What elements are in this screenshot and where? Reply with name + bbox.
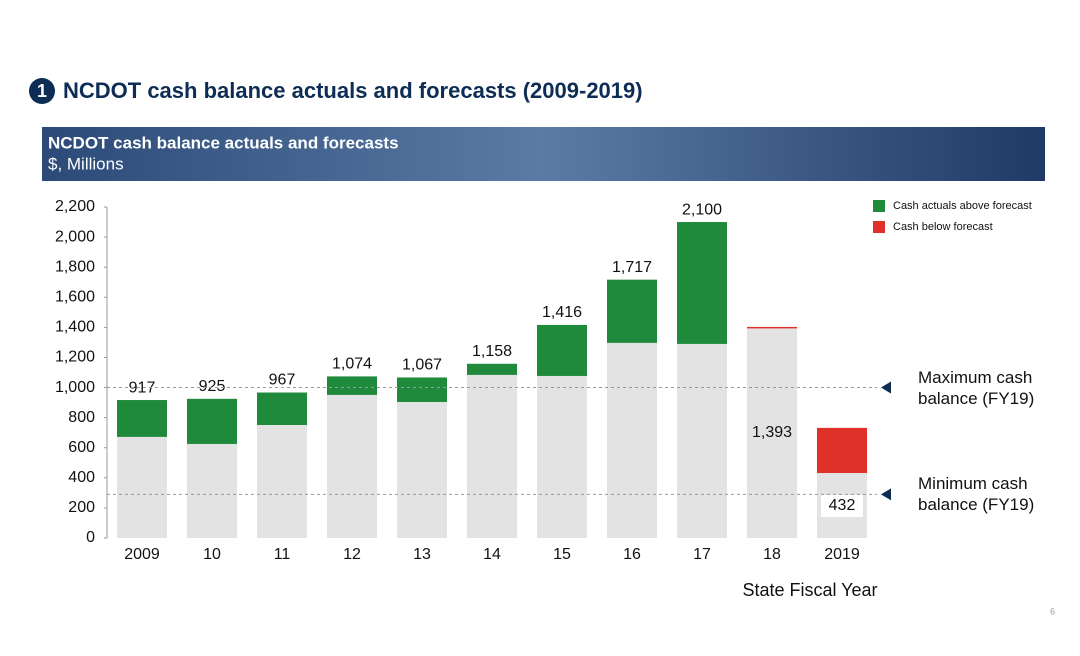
y-tick-label: 800 [68,409,95,426]
data-label: 2,100 [682,201,722,218]
reference-arrow [881,488,891,501]
bar-segment [677,343,727,538]
data-label: 1,158 [472,343,512,360]
data-label: 1,067 [402,357,442,374]
bar-segment [397,377,447,402]
data-label: 432 [829,497,856,514]
bar-segment [537,324,587,376]
data-label: 1,416 [542,304,582,321]
bar-segment [257,392,307,426]
x-tick-label: 18 [763,546,781,563]
data-label: 1,393 [752,424,792,441]
x-tick-label: 13 [413,546,431,563]
page-number: 6 [1050,606,1055,616]
x-axis-label: State Fiscal Year [742,580,877,600]
y-tick-label: 0 [86,529,95,546]
bar-segment [187,398,237,444]
bar-segment [467,363,517,375]
bar-segment [187,443,237,538]
data-label: 967 [269,372,296,389]
x-tick-label: 2019 [824,546,860,563]
number-badge [29,78,55,104]
chart-title: NCDOT cash balance actuals and forecasts [48,133,399,152]
legend-swatch [873,221,885,233]
x-tick-label: 16 [623,546,641,563]
data-label: 917 [129,379,156,396]
bar-segment [257,425,307,538]
bar-segment [607,342,657,538]
bar-segment [677,222,727,344]
badge-number: 1 [37,81,47,101]
bar-segment [467,374,517,538]
x-tick-label: 14 [483,546,501,563]
y-tick-label: 2,000 [55,228,95,245]
data-label: 1,074 [332,356,372,373]
bar-segment [327,376,377,395]
reference-label: Minimum cash balance (FY19) [918,474,1035,515]
y-tick-label: 1,200 [55,349,95,366]
bar-segment [817,427,867,474]
y-tick-label: 1,600 [55,288,95,305]
x-tick-label: 17 [693,546,711,563]
label-bg [821,495,863,518]
y-tick-label: 600 [68,439,95,456]
bar-segment [117,436,167,538]
bar-segment [747,328,797,538]
banner [42,127,1045,181]
y-tick-label: 1,800 [55,258,95,275]
reference-arrow [881,381,891,394]
chart-subtitle: $, Millions [48,154,124,173]
x-tick-label: 12 [343,546,361,563]
bar-segment [327,394,377,538]
y-tick-label: 1,400 [55,319,95,336]
x-tick-label: 10 [203,546,221,563]
bar-segment [747,326,797,329]
bar-segment [537,375,587,538]
x-tick-label: 2009 [124,546,160,563]
data-label: 1,717 [612,259,652,276]
data-label: 925 [199,378,226,395]
section-title: NCDOT cash balance actuals and forecasts… [63,78,643,103]
bar-segment [117,400,167,437]
legend-swatch [873,200,885,212]
x-tick-label: 15 [553,546,571,563]
y-tick-label: 1,000 [55,379,95,396]
bar-segment [607,279,657,343]
legend-label: Cash below forecast [893,221,993,233]
y-tick-label: 200 [68,499,95,516]
y-tick-label: 2,200 [55,198,95,215]
reference-label: Maximum cash balance (FY19) [918,367,1035,408]
x-tick-label: 11 [274,546,291,563]
y-tick-label: 400 [68,469,95,486]
bar-segment [397,401,447,538]
legend-label: Cash actuals above forecast [893,200,1032,212]
